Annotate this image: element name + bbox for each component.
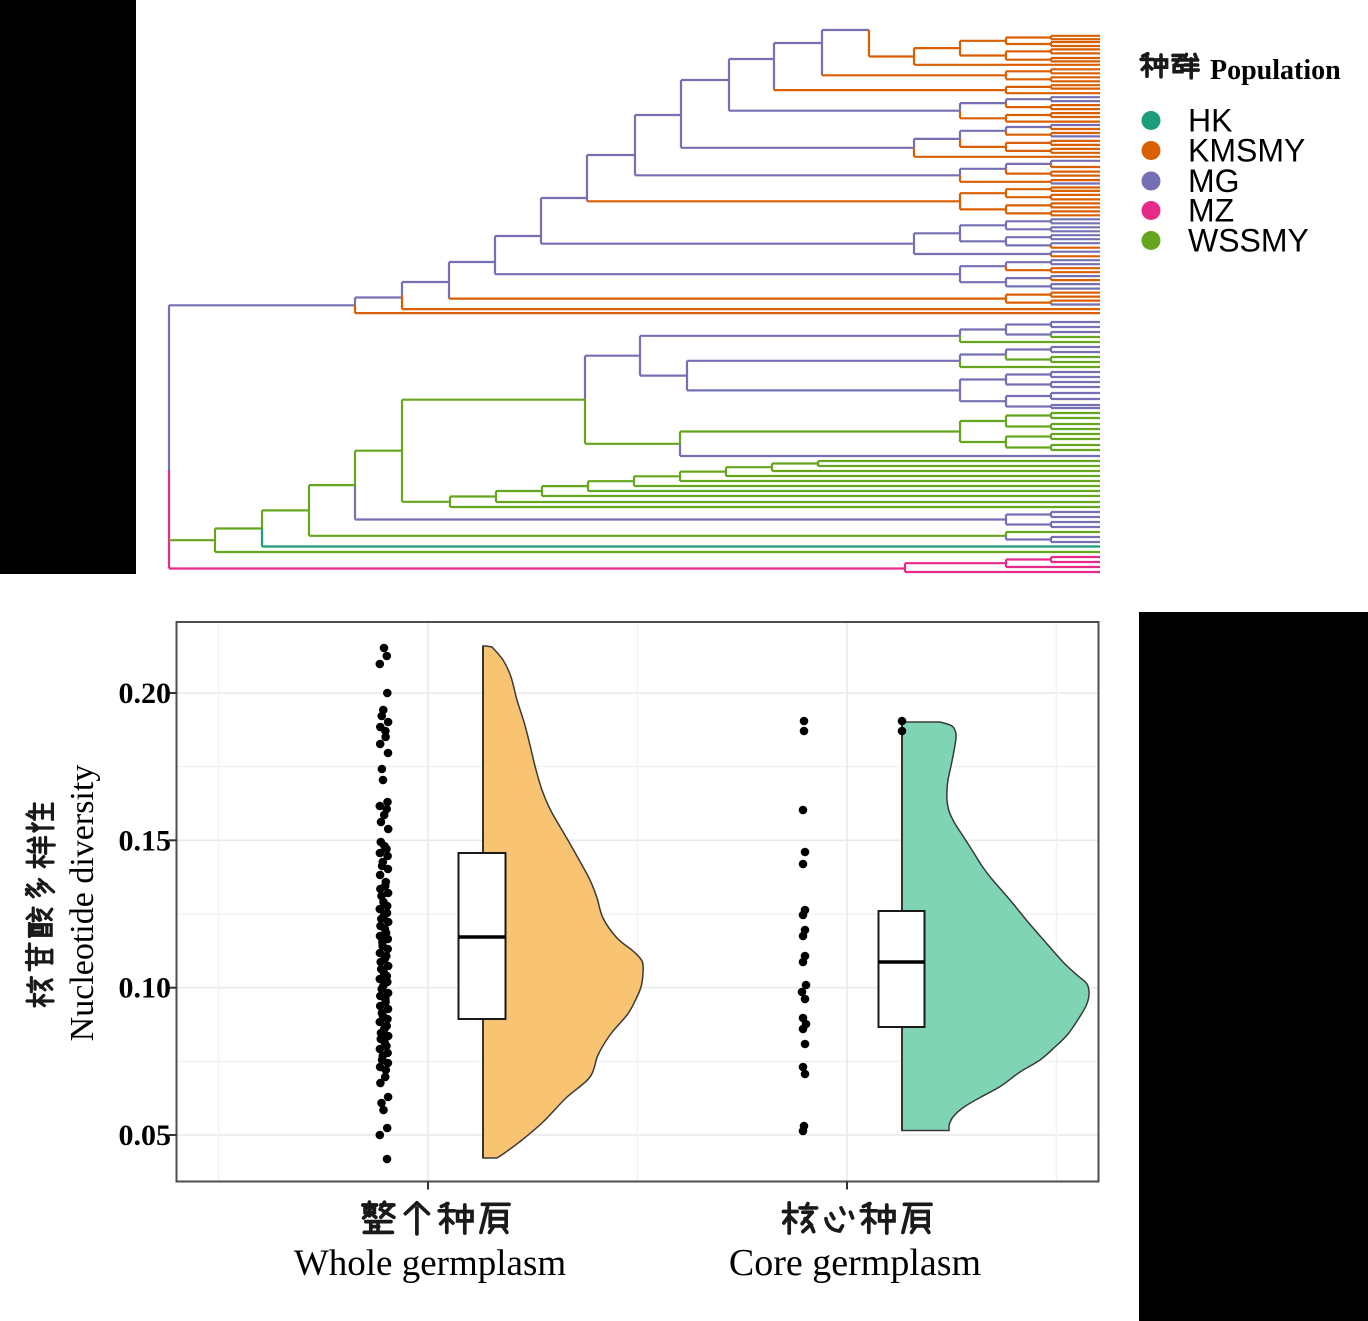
svg-text:Population: Population bbox=[1210, 55, 1341, 86]
svg-text:Core germplasm: Core germplasm bbox=[729, 1242, 981, 1284]
svg-text:0.10: 0.10 bbox=[119, 972, 172, 1005]
svg-text:0.05: 0.05 bbox=[119, 1119, 172, 1152]
svg-text:Nucleotide diversity: Nucleotide diversity bbox=[64, 765, 101, 1042]
svg-text:MZ: MZ bbox=[1188, 193, 1234, 229]
svg-text:0.15: 0.15 bbox=[119, 824, 172, 857]
svg-text:KMSMY: KMSMY bbox=[1188, 133, 1305, 169]
svg-text:WSSMY: WSSMY bbox=[1188, 223, 1309, 259]
svg-text:Whole germplasm: Whole germplasm bbox=[294, 1243, 566, 1284]
svg-text:MG: MG bbox=[1188, 163, 1240, 199]
svg-text:HK: HK bbox=[1188, 103, 1232, 139]
svg-text:0.20: 0.20 bbox=[119, 677, 172, 710]
